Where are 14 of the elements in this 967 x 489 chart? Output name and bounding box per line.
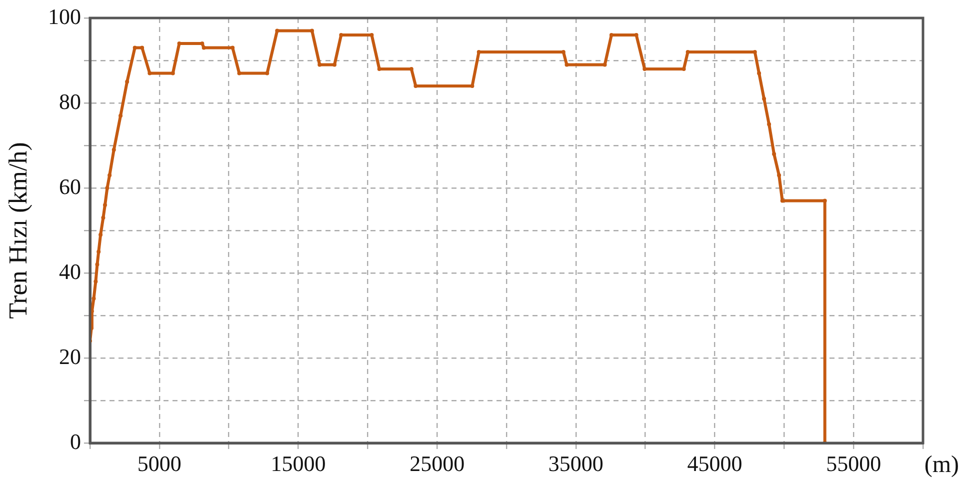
x-tick-label: 25000 — [410, 450, 465, 476]
y-tick-label: 100 — [48, 4, 81, 29]
y-tick-label: 40 — [59, 258, 81, 284]
x-axis-title: (m) — [924, 452, 959, 479]
y-axis-title: Tren Hızı (km/h) — [3, 142, 32, 319]
x-tick-label: 55000 — [826, 450, 882, 476]
y-tick-label: 0 — [70, 428, 81, 454]
x-tick-label: 5000 — [137, 450, 182, 476]
y-tick-label: 80 — [59, 88, 81, 114]
x-tick-label: 45000 — [687, 450, 742, 476]
y-tick-label: 20 — [59, 344, 81, 369]
x-tick-label: 35000 — [548, 450, 604, 476]
x-tick-label: 15000 — [270, 450, 326, 476]
y-tick-label: 60 — [59, 174, 81, 199]
